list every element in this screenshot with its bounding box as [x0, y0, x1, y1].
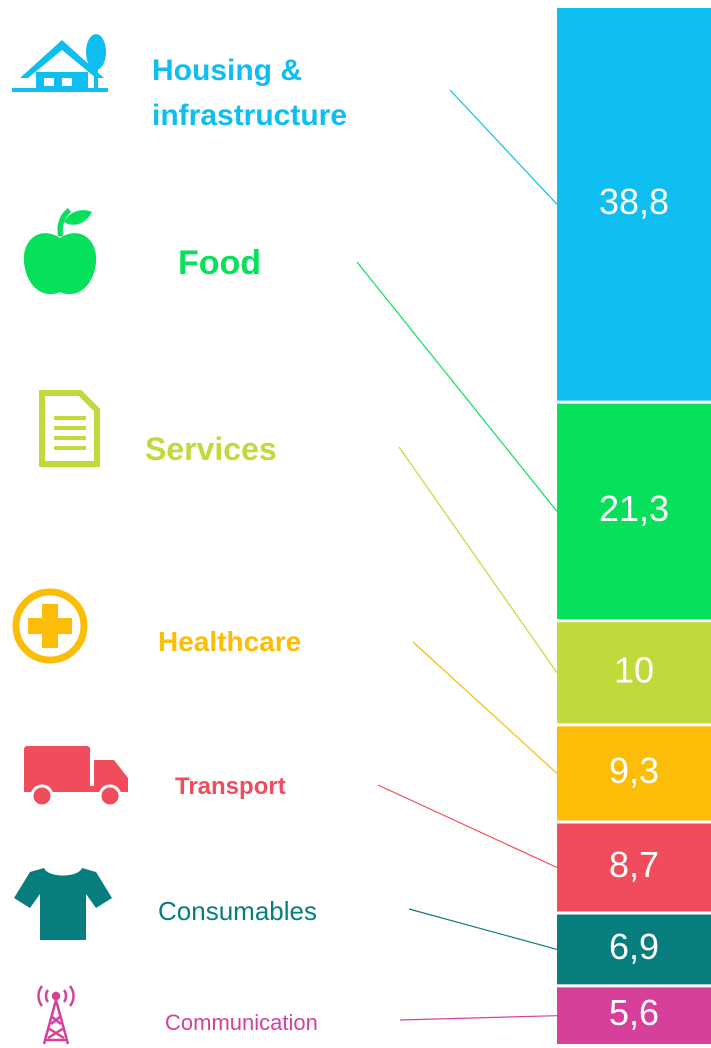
- icon-plus: [12, 588, 88, 664]
- bar-segment: [557, 8, 711, 401]
- category-label: Healthcare: [158, 626, 302, 657]
- bar-segment: [557, 403, 711, 620]
- icon-truck: [24, 746, 128, 808]
- leader-line: [449, 89, 558, 205]
- leader-line: [377, 784, 558, 869]
- bar-segment: [557, 987, 711, 1044]
- leader-line: [412, 641, 558, 774]
- icon-tower: [37, 985, 75, 1045]
- icon-document: [39, 390, 100, 467]
- category-label: Food: [178, 243, 262, 282]
- icon-apple: [23, 208, 97, 295]
- category-label: Transport: [175, 773, 286, 800]
- leader-line: [408, 908, 558, 950]
- icon-house: [12, 34, 108, 92]
- value-label: 10: [614, 649, 654, 690]
- value-label: 38,8: [599, 181, 669, 222]
- category-label: Communication: [165, 1009, 318, 1035]
- value-label: 8,7: [609, 844, 659, 885]
- bar-segment: [557, 726, 711, 821]
- leader-line: [398, 446, 558, 674]
- icon-tshirt: [14, 868, 112, 940]
- value-label: 9,3: [609, 750, 659, 791]
- value-label: 6,9: [609, 926, 659, 967]
- leader-line: [399, 1015, 558, 1021]
- category-label: Consumables: [158, 895, 317, 926]
- category-label: Housing & infrastructure: [152, 54, 348, 132]
- bar-segment: [557, 914, 711, 985]
- value-label: 5,6: [609, 992, 659, 1033]
- bar-segment: [557, 823, 711, 912]
- category-label: Services: [145, 431, 277, 467]
- leader-line: [356, 261, 558, 512]
- bar-segment: [557, 622, 711, 724]
- value-label: 21,3: [599, 488, 669, 529]
